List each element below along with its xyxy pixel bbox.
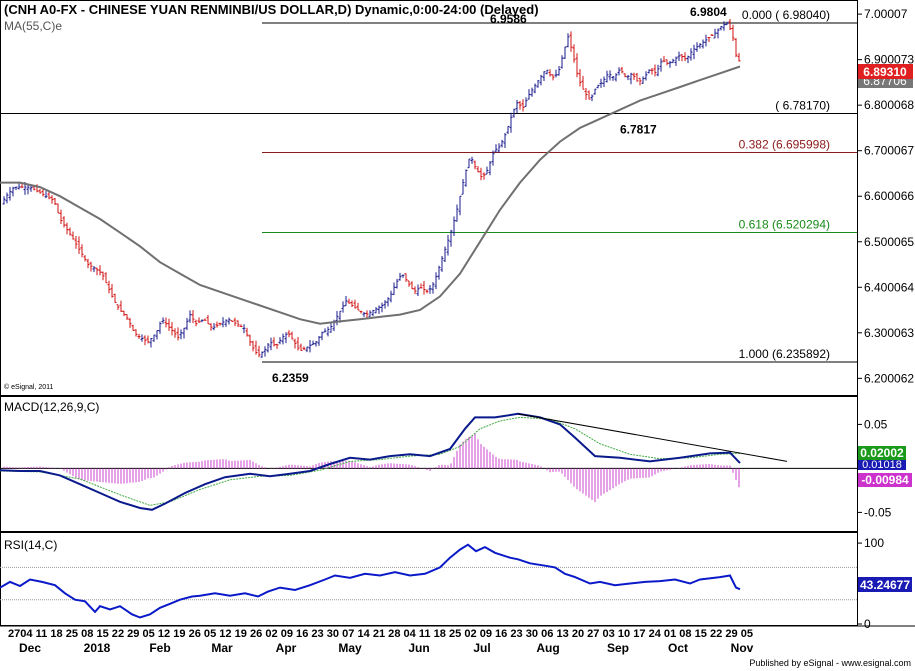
x-month-label: Mar — [211, 641, 233, 655]
x-month-label: Feb — [149, 641, 170, 655]
rsi-axis-ticks: 100 0 — [857, 536, 884, 631]
x-month-label: Jul — [473, 641, 490, 655]
rsi-series-line — [0, 543, 741, 619]
price-panel-frame — [0, 0, 858, 396]
macd-tick-label: 0.05 — [864, 417, 888, 431]
macd-tick-label: -0.05 — [864, 505, 892, 519]
x-axis-month-labels: Dec 2018 Feb Mar Apr May Jun Jul Aug Sep Oct Nov — [19, 641, 754, 655]
ma-series-line — [0, 65, 741, 325]
price-bars — [2, 19, 741, 358]
fib-level-label: 0.000 ( 6.98040) — [742, 8, 830, 22]
x-month-label: 2018 — [84, 641, 111, 655]
hist-value-badge: -0.00984 — [858, 473, 912, 487]
price-tick-label: 6.200062 — [864, 371, 914, 385]
x-month-label: Apr — [276, 641, 297, 655]
svg-text:0.02002: 0.02002 — [860, 446, 904, 460]
footer-credit: Published by eSignal - www.esignal.com — [749, 658, 911, 668]
rsi-tick-label: 100 — [864, 536, 884, 550]
x-month-label: Jun — [408, 641, 429, 655]
svg-text:43.24677: 43.24677 — [860, 578, 910, 592]
price-tick-label: 6.700067 — [864, 144, 914, 158]
price-annotation: 6.9586 — [490, 12, 527, 26]
x-month-label: May — [338, 641, 362, 655]
price-tick-label: 7.00007 — [864, 7, 908, 21]
macd-legend: MACD(12,26,9,C) — [4, 400, 99, 414]
price-annotation: 6.9804 — [690, 5, 727, 19]
rsi-lines — [0, 543, 857, 619]
price-annotations: 6.9804 6.9586 6.7817 6.2359 — [272, 5, 727, 385]
fib-levels: 0.000 ( 6.98040) ( 6.78170) 0.382 (6.69599… — [0, 8, 857, 363]
macd-trendline — [517, 413, 788, 462]
macd-axis-ticks: 0.05 -0.05 — [857, 417, 892, 519]
svg-text:6.89310: 6.89310 — [863, 65, 907, 79]
price-tick-label: 6.300063 — [864, 326, 914, 340]
price-tick-label: 6.900073 — [864, 53, 914, 67]
price-value-badge: 6.89310 — [858, 64, 913, 79]
fib-level-label: 1.000 (6.235892) — [739, 347, 830, 361]
fib-level-label: ( 6.78170) — [775, 98, 830, 112]
ma-line — [0, 65, 741, 325]
macd-histogram — [0, 433, 857, 503]
price-tick-label: 6.800068 — [864, 98, 914, 112]
x-month-label: Nov — [731, 641, 754, 655]
macd-lines — [0, 412, 788, 511]
price-tick-label: 6.600066 — [864, 189, 914, 203]
signal-series-line — [0, 416, 741, 506]
price-tick-label: 6.500065 — [864, 235, 914, 249]
price-annotation: 6.7817 — [620, 122, 657, 136]
macd-series-line — [0, 412, 741, 511]
macd-value-badge: 0.02002 — [858, 446, 906, 460]
x-month-label: Sep — [607, 641, 629, 655]
price-annotation: 6.2359 — [272, 371, 309, 385]
price-tick-label: 6.400064 — [864, 280, 914, 294]
rsi-value-badge: 43.24677 — [858, 577, 912, 592]
svg-text:-0.00984: -0.00984 — [861, 473, 909, 487]
x-month-label: Aug — [536, 641, 559, 655]
macd-panel-frame — [0, 396, 858, 532]
fib-level-label: 0.382 (6.695998) — [739, 138, 830, 152]
x-month-label: Oct — [668, 641, 688, 655]
copyright: © eSignal, 2011 — [4, 383, 54, 391]
svg-text:0.01018: 0.01018 — [862, 459, 902, 471]
price-axis-ticks: 7.00007 6.900073 6.800068 6.700067 6.600066 6… — [857, 7, 914, 385]
rsi-tick-label: 0 — [864, 617, 871, 631]
x-axis-day-labels: 2704 11 18 25 08 15 22 29 05 12 19 26 05… — [8, 628, 754, 640]
signal-value-badge: 0.01018 — [858, 458, 906, 471]
chart-title: (CNH A0-FX - CHINESE YUAN RENMINBI/US DO… — [4, 2, 539, 17]
rsi-legend: RSI(14,C) — [4, 538, 57, 552]
ma-legend: MA(55,C)e — [4, 19, 62, 33]
x-month-label: Dec — [19, 641, 41, 655]
fib-level-label: 0.618 (6.520294) — [739, 218, 830, 232]
